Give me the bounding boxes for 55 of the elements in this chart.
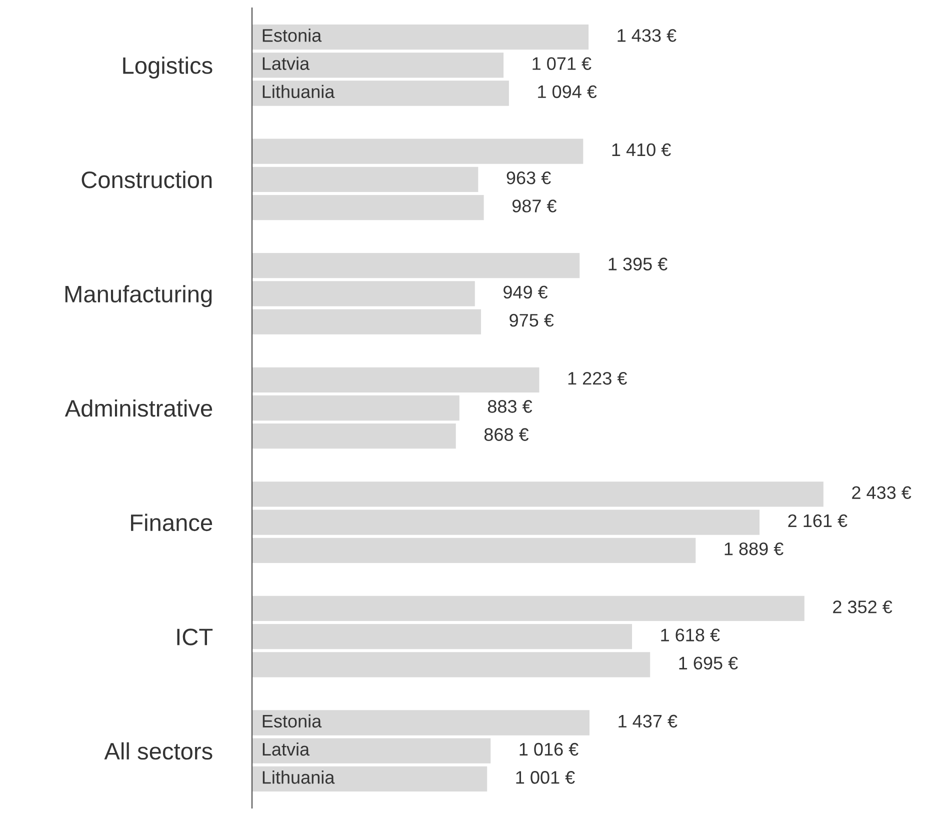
y-tick-label: Construction [82, 170, 212, 188]
bar [252, 194, 484, 220]
series-label: Estonia [262, 714, 322, 728]
bar [252, 309, 481, 334]
data-label: 949 € [504, 286, 548, 299]
bar [252, 395, 460, 421]
bar [252, 710, 590, 736]
data-label: 1 071 € [532, 57, 592, 70]
data-label: 1 395 € [608, 258, 668, 270]
data-label: 1 223 € [568, 372, 628, 385]
bar [252, 766, 488, 792]
bar [252, 80, 509, 106]
bar [252, 281, 475, 306]
bar [252, 624, 632, 650]
bar [252, 166, 478, 192]
data-label: 1 001 € [516, 771, 575, 784]
data-label: 1 433 € [618, 29, 676, 42]
bar [252, 738, 491, 764]
data-label: 2 352 € [833, 600, 892, 614]
y-tick-label: ICT [177, 628, 213, 646]
data-label: 975 € [510, 314, 554, 327]
bar [252, 424, 456, 449]
y-tick-label: All sectors [104, 742, 212, 760]
bar [252, 253, 580, 278]
text: Estonia [262, 28, 322, 42]
data-label: 1 695 € [679, 656, 738, 670]
bar [252, 510, 760, 535]
data-label: 1 016 € [520, 742, 578, 756]
data-label: 2 161 € [788, 514, 848, 528]
bar [252, 52, 504, 78]
bar [252, 367, 540, 392]
data-label: 1 410 € [612, 143, 671, 156]
bar [252, 538, 696, 563]
bar [252, 596, 804, 622]
y-tick-label: Finance [131, 514, 212, 532]
data-label: 883 € [488, 400, 532, 413]
data-label: 1 618 € [661, 628, 720, 642]
data-label: 1 437 € [618, 714, 678, 728]
data-label: 1 889 € [724, 542, 784, 556]
data-label: 2 433 € [852, 486, 912, 500]
bar [252, 24, 589, 50]
series-label: Latvia [262, 56, 310, 70]
y-tick-label: Manufacturing [65, 285, 212, 308]
series-label: Lithuania [262, 770, 335, 784]
data-label: 868 € [484, 428, 529, 441]
data-label: 987 € [512, 200, 557, 212]
y-tick-label: Logistics [123, 56, 212, 79]
bar [252, 482, 824, 507]
y-tick-label: Administrative [64, 399, 212, 417]
data-label: 1 094 € [538, 85, 597, 98]
text: Latvia [262, 742, 310, 756]
data-label: 963 € [506, 171, 551, 184]
text: Lithuania [262, 84, 335, 98]
bar [252, 138, 584, 164]
bar [252, 652, 650, 678]
